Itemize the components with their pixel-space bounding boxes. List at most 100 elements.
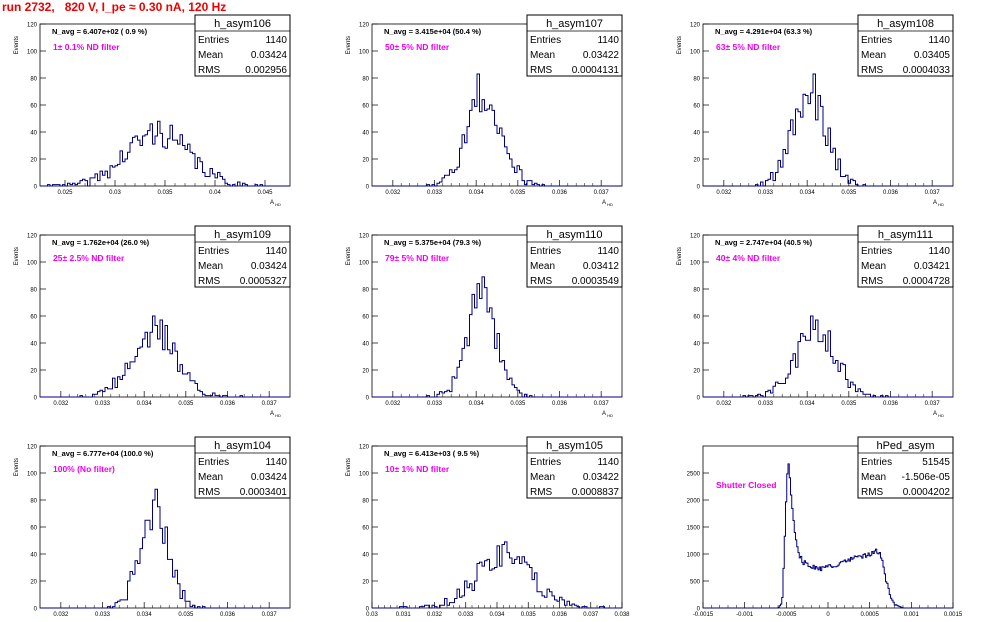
x-tick-label: -0.0015: [693, 612, 714, 618]
stats-box: [194, 436, 291, 499]
stats-value: 0.03424: [251, 50, 288, 61]
x-tick-label: 0.033: [458, 612, 474, 618]
x-tick-label: 0.035: [157, 190, 173, 196]
x-tick-label: 0.035: [510, 190, 526, 196]
stats-label: RMS: [198, 65, 221, 76]
stats-value: 1140: [928, 35, 950, 46]
stats-value: 0.03422: [583, 50, 620, 61]
stats-label: Entries: [198, 457, 229, 468]
y-tick-label: 40: [693, 342, 700, 348]
y-tick-label: 40: [362, 553, 369, 559]
x-axis-title: A HD: [933, 200, 944, 207]
x-tick-label: 0.032: [53, 612, 69, 618]
y-tick-label: 500: [690, 580, 701, 586]
y-tick-label: 120: [690, 23, 701, 29]
histogram-panel-h_asym111: 0 20 40 60 80 100 120 0.032 0.033 0.034 0.035 0.036…: [677, 225, 954, 418]
histogram-line: [372, 73, 622, 187]
stats-value: 0.0004033: [903, 65, 951, 76]
stats-label: Entries: [530, 35, 561, 46]
y-tick-label: 120: [690, 234, 701, 240]
n-avg-annotation: N_avg = 1.762e+04 (26.0 %): [52, 238, 150, 247]
histogram-line: [703, 73, 953, 187]
stats-value: 1140: [928, 246, 950, 257]
stats-value: 0.03405: [914, 50, 951, 61]
y-tick-label: 60: [362, 526, 369, 532]
stats-label: RMS: [530, 65, 553, 76]
filter-label: 63± 5% ND filter: [716, 42, 781, 52]
y-axis-title: Events: [346, 458, 352, 476]
x-tick-label: 0.032: [427, 612, 443, 618]
x-axis-title: A HD: [933, 411, 944, 418]
y-tick-label: 80: [362, 499, 369, 505]
x-tick-label: 0.036: [883, 190, 899, 196]
stats-box: [857, 436, 954, 499]
x-tick-label: 0.033: [427, 190, 443, 196]
x-tick-label: 0.031: [396, 612, 412, 618]
x-tick-label: 0.034: [137, 401, 153, 407]
y-tick-label: 40: [693, 131, 700, 137]
x-tick-label: 0.03: [366, 612, 378, 618]
stats-box: [857, 225, 954, 288]
histogram-panel-h_asym107: 0 20 40 60 80 100 120 0.032 0.033 0.034 0.035 0.036…: [346, 14, 623, 207]
histogram-line: [40, 120, 290, 187]
y-tick-label: 100: [359, 261, 370, 267]
y-tick-label: 60: [362, 315, 369, 321]
y-axis-title: Events: [346, 247, 352, 265]
stats-title: h_asym109: [214, 229, 271, 241]
x-tick-label: 0.035: [178, 612, 194, 618]
n-avg-annotation: N_avg = 2.747e+04 (40.5 %): [715, 238, 813, 247]
filter-label: 10± 1% ND filter: [385, 464, 450, 474]
stats-value: 0.0004728: [903, 276, 951, 287]
y-tick-label: 40: [30, 342, 37, 348]
histogram-panel-h_asym109: 0 20 40 60 80 100 120 0.032 0.033 0.034 0.035 0.036…: [14, 225, 291, 418]
stats-label: RMS: [861, 65, 884, 76]
stats-value: -1.506e-05: [902, 472, 951, 483]
y-tick-label: 0: [34, 396, 38, 402]
y-tick-label: 2000: [687, 499, 701, 505]
y-tick-label: 120: [27, 234, 38, 240]
x-tick-label: 0.036: [552, 612, 568, 618]
histogram-panel-h_asym108: 0 20 40 60 80 100 120 0.032 0.033 0.034 0.035 0.036…: [677, 14, 954, 207]
x-tick-label: 0.032: [716, 401, 732, 407]
x-tick-label: 0.036: [883, 401, 899, 407]
y-tick-label: 40: [30, 131, 37, 137]
x-tick-label: 0.036: [552, 401, 568, 407]
filter-label: 1± 0.1% ND filter: [53, 42, 120, 52]
stats-value: 0.002956: [245, 65, 287, 76]
y-tick-label: 100: [27, 50, 38, 56]
x-tick-label: 0.036: [552, 190, 568, 196]
y-tick-label: 100: [27, 472, 38, 478]
stats-label: RMS: [530, 276, 553, 287]
y-axis-title: Events: [14, 36, 20, 54]
x-tick-label: 0.033: [427, 401, 443, 407]
stats-value: 0.0004202: [903, 487, 951, 498]
y-tick-label: 120: [27, 23, 38, 29]
y-tick-label: 0: [366, 396, 370, 402]
stats-label: Mean: [861, 472, 886, 483]
y-axis-title: Events: [677, 247, 683, 265]
y-tick-label: 40: [362, 342, 369, 348]
y-tick-label: 20: [362, 369, 369, 375]
y-tick-label: 80: [30, 499, 37, 505]
x-tick-label: 0.034: [469, 190, 485, 196]
y-tick-label: 20: [693, 158, 700, 164]
x-tick-label: 0.034: [137, 612, 153, 618]
x-tick-label: 0.032: [716, 190, 732, 196]
stats-value: 0.0005327: [240, 276, 288, 287]
x-tick-label: 0.035: [841, 401, 857, 407]
stats-value: 0.0004131: [572, 65, 620, 76]
y-tick-label: 20: [693, 369, 700, 375]
stats-label: Entries: [530, 246, 561, 257]
x-tick-label: -0.001: [736, 612, 754, 618]
stats-box: [526, 225, 623, 288]
stats-title: h_asym105: [546, 440, 603, 452]
filter-label: Shutter Closed: [716, 480, 776, 490]
histogram-line: [372, 541, 622, 609]
n-avg-annotation: N_avg = 3.415e+04 (50.4 %): [384, 27, 482, 36]
stats-value: 1140: [597, 35, 619, 46]
y-tick-label: 80: [362, 77, 369, 83]
x-tick-label: 0.034: [800, 190, 816, 196]
y-axis-title: Events: [677, 36, 683, 54]
x-tick-label: 0.032: [385, 401, 401, 407]
stats-label: RMS: [530, 487, 553, 498]
